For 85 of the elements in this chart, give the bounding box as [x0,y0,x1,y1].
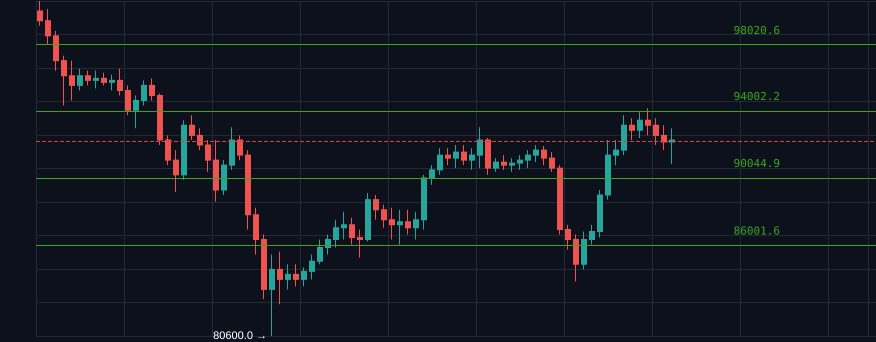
candlestick [181,120,187,180]
candlestick [309,254,315,280]
candlestick [37,0,43,26]
candlestick [557,164,563,235]
candlestick [645,108,651,136]
candlestick [589,224,595,246]
candlestick [501,154,507,170]
annotation: 98020.6 [734,24,780,37]
candlestick [429,164,435,186]
candlestick [85,70,91,86]
candlestick [661,124,667,151]
candlestick [253,207,259,256]
candlestick [205,140,211,172]
candlestick [469,148,475,170]
annotation: 94002.2 [734,90,780,103]
candlestick [493,158,499,172]
candlestick [141,80,147,106]
candlestick [77,68,83,91]
candlestick [53,30,59,72]
annotation: 86001.6 [734,224,780,238]
candlestick [101,72,107,86]
candlestick [109,74,115,91]
candlestick [149,78,155,101]
candlestick [325,234,331,256]
candlestick [349,217,355,246]
candlestick [133,94,139,129]
candlestick [221,160,227,196]
candlestick [69,60,75,101]
candlestick [269,254,275,336]
candlestick [669,128,675,165]
candlestick [597,189,603,238]
candlestick [165,134,171,166]
candlestick [437,148,443,176]
candlestick [301,266,307,287]
candlestick [453,144,459,169]
candlestick [277,251,283,305]
candlestick [445,148,451,166]
candlestick [261,234,267,300]
annotation: 90044.9 [734,157,780,170]
candlestick [213,140,219,202]
candlestick [157,92,163,146]
candlestick [189,114,195,141]
candlestick [173,150,179,192]
annotation: 80600.0 → [213,330,267,342]
candlestick [405,209,411,235]
candlestick [365,192,371,242]
candlestick [613,140,619,166]
candlestick [581,230,587,270]
candlestick [93,70,99,89]
candlestick [381,204,387,228]
candlestick [341,211,347,240]
candlestick [229,126,235,170]
candlestick [125,84,131,116]
candlestick [509,158,515,172]
candlestick [285,264,291,290]
candlestick [461,144,467,166]
candlestick [605,140,611,200]
candlestick [389,207,395,240]
candlestick [637,112,643,139]
candlestick [117,68,123,96]
candlestick [565,224,571,250]
candlestick [237,134,243,161]
candlestick [333,219,339,248]
candlestick [477,126,483,169]
candlestick [61,55,67,106]
candlestick [317,239,323,265]
candlestick [373,194,379,220]
candlestick [45,8,51,44]
candlestick [621,114,627,156]
candlestick [541,146,547,166]
candlestick [397,209,403,246]
candlestick [197,128,203,151]
candlestick [629,118,635,141]
candlestick [525,150,531,169]
candlestick [517,154,523,170]
candlestick [421,174,427,230]
candlestick [413,211,419,240]
candlestick [245,150,251,230]
candlestick [357,228,363,258]
candlestick [485,138,491,176]
candlestick [573,234,579,282]
candlestick [533,144,539,163]
candlestick [653,118,659,146]
candlestick [293,264,299,287]
candlestick [549,152,555,172]
